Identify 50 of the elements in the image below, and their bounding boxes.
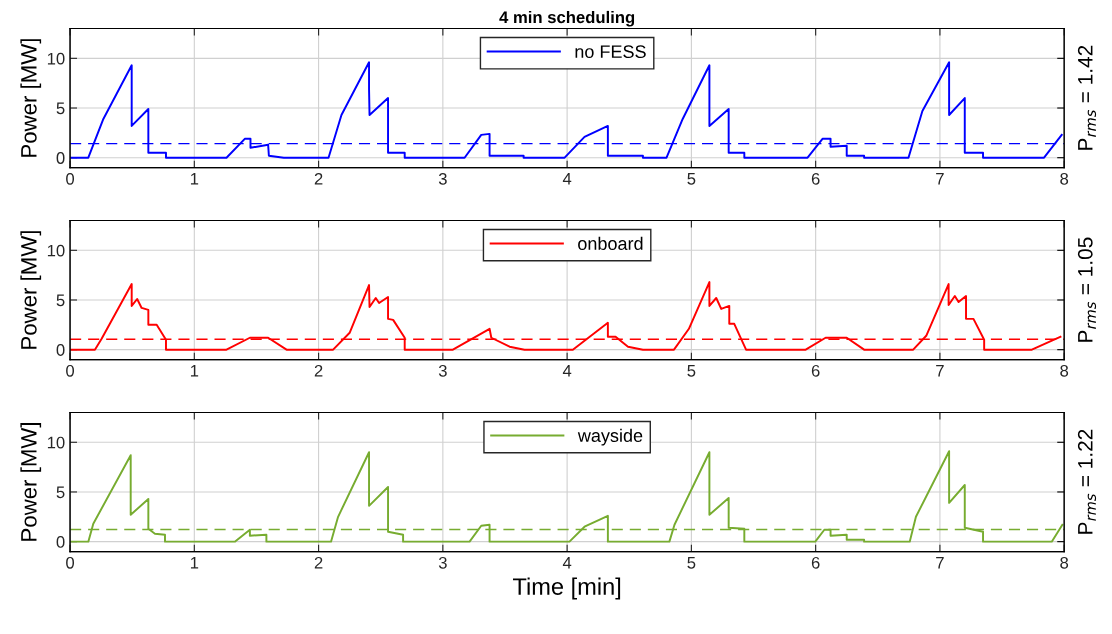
- x-tick-label: 3: [438, 364, 447, 377]
- x-tick-label: 1: [190, 557, 199, 569]
- x-tick-label: 2: [314, 556, 323, 569]
- y-tick-label: 10: [47, 52, 65, 65]
- x-tick-label: 3: [438, 556, 447, 569]
- y-axis-title: Power [MW]: [20, 231, 42, 349]
- y2-axis-title: P$_{rms}$ = 1.05: [1077, 237, 1097, 342]
- x-tick-label: 4: [562, 365, 572, 377]
- x-tick-label: 7: [936, 557, 944, 569]
- x-axis-title: Time [min]: [513, 577, 621, 600]
- x-tick-label: 7: [936, 173, 944, 185]
- x-tick-label: 2: [314, 364, 323, 377]
- y-tick-label: 5: [56, 294, 65, 307]
- x-tick-label: 4: [562, 173, 572, 185]
- legend-label: onboard: [578, 236, 643, 251]
- chart-title: 4 min scheduling: [499, 10, 635, 27]
- x-tick-label: 8: [1060, 556, 1069, 569]
- line-series: [70, 61, 1063, 159]
- legend-label: wayside: [577, 428, 643, 446]
- y2-axis-title: P$_{rms}$ = 1.22: [1077, 429, 1097, 534]
- x-tick-label: 0: [66, 364, 75, 377]
- x-tick-label: 0: [66, 172, 75, 185]
- x-tick-label: 3: [438, 172, 447, 185]
- y2-axis-title: P$_{rms}$ = 1.42: [1077, 45, 1097, 150]
- x-tick-label: 7: [936, 365, 944, 377]
- line-series: [70, 450, 1064, 543]
- line-series: [70, 281, 1062, 351]
- y-axis-title: Power [MW]: [20, 39, 42, 157]
- y-tick-label: 0: [56, 344, 65, 356]
- y-tick-label: 5: [56, 486, 65, 499]
- x-tick-label: 4: [562, 557, 572, 569]
- y-tick-label: 5: [56, 102, 65, 115]
- x-tick-label: 8: [1060, 172, 1069, 185]
- x-tick-label: 5: [687, 173, 696, 185]
- y-tick-label: 0: [56, 152, 65, 164]
- x-tick-label: 6: [811, 172, 820, 185]
- x-tick-label: 5: [687, 365, 696, 377]
- x-tick-label: 8: [1060, 364, 1069, 377]
- y-tick-label: 0: [56, 536, 65, 548]
- y-tick-label: 10: [47, 436, 65, 449]
- x-tick-label: 2: [314, 172, 323, 185]
- x-tick-label: 6: [811, 364, 820, 377]
- y-tick-label: 10: [47, 244, 65, 257]
- x-tick-label: 5: [687, 557, 696, 569]
- x-tick-label: 0: [66, 556, 75, 569]
- x-tick-label: 1: [190, 365, 199, 377]
- legend-label: no FESS: [575, 45, 646, 59]
- y-axis-title: Power [MW]: [20, 423, 42, 541]
- x-tick-label: 6: [811, 556, 820, 569]
- x-tick-label: 1: [190, 173, 199, 185]
